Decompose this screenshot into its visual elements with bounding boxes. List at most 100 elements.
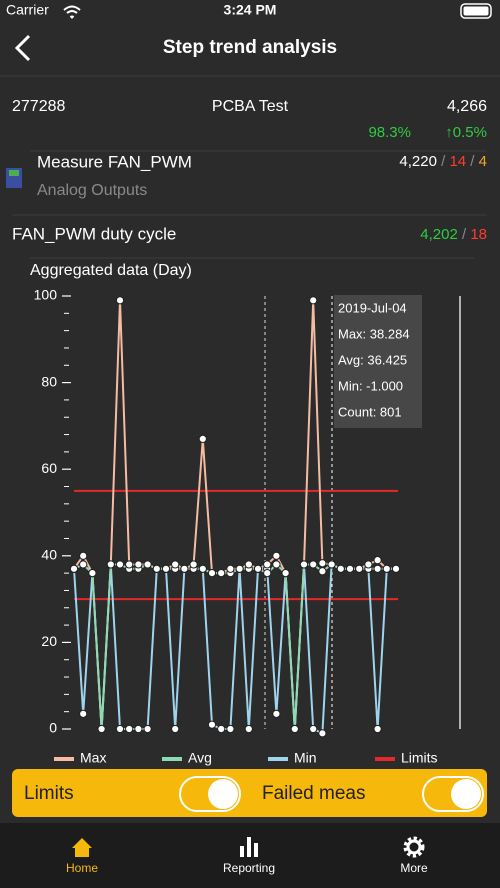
data-point xyxy=(180,564,189,573)
measure-failed: 14 xyxy=(449,153,466,170)
legend-label: Limits xyxy=(401,750,438,766)
tooltip-text: 2019-Jul-04 xyxy=(338,300,407,315)
data-point xyxy=(309,724,318,734)
measure-counts: 4,220 / 14 / 4 xyxy=(399,153,487,170)
data-point xyxy=(281,569,290,578)
data-point xyxy=(226,724,235,734)
chart-title: Aggregated data (Day) xyxy=(30,262,192,279)
legend-label: Max xyxy=(80,750,106,766)
back-button[interactable] xyxy=(14,34,31,62)
data-point xyxy=(327,560,336,569)
data-point xyxy=(217,724,226,734)
data-point xyxy=(125,560,134,569)
time: 3:24 PM xyxy=(224,2,277,18)
data-point xyxy=(373,556,382,565)
toggle-label: Failed meas xyxy=(262,783,366,804)
summary-count: 4,266 xyxy=(447,98,487,115)
carrier: Carrier xyxy=(6,2,49,18)
data-point xyxy=(244,560,253,569)
gear-icon xyxy=(403,836,425,858)
data-point xyxy=(106,560,115,569)
data-point xyxy=(272,551,281,560)
data-point xyxy=(115,296,125,305)
reporting-icon xyxy=(247,837,251,857)
summary-name: PCBA Test xyxy=(212,98,289,115)
home-icon xyxy=(72,838,92,857)
data-point xyxy=(318,567,327,576)
data-point xyxy=(336,564,345,573)
data-point xyxy=(355,564,364,573)
y-tick-label: 60 xyxy=(41,460,57,476)
data-point xyxy=(125,724,134,734)
data-point xyxy=(263,560,272,569)
toggle-knob xyxy=(451,779,481,809)
data-point xyxy=(115,560,125,569)
data-point xyxy=(309,296,318,305)
data-point xyxy=(318,729,327,738)
tab-label: Home xyxy=(66,861,98,875)
tooltip-text: Max: 38.284 xyxy=(338,326,410,341)
data-point xyxy=(373,724,382,734)
y-tick-label: 20 xyxy=(41,633,57,649)
legend-label: Min xyxy=(294,750,317,766)
data-point xyxy=(345,564,355,573)
measure-name: Measure FAN_PWM xyxy=(37,152,192,171)
data-point xyxy=(226,564,235,573)
plot: 0 20 40 60 80 100 2019-Jul-04 Max: 38.284 Avg: 3… xyxy=(34,287,461,766)
data-point xyxy=(97,724,106,734)
summary-id: 277288 xyxy=(12,98,65,115)
data-point xyxy=(189,560,198,569)
data-point xyxy=(134,724,143,734)
data-point xyxy=(235,564,244,573)
data-point xyxy=(207,569,217,578)
tooltip-text: Count: 801 xyxy=(338,404,402,419)
data-point xyxy=(272,560,281,569)
data-point xyxy=(364,560,373,569)
measure-group: Analog Outputs xyxy=(37,182,147,199)
tab-more[interactable]: More xyxy=(400,836,428,875)
tab-label: More xyxy=(400,861,428,875)
wifi-icon xyxy=(63,5,81,19)
y-tick-label: 40 xyxy=(41,547,57,563)
measure-icon-part xyxy=(9,170,19,176)
slash: / xyxy=(437,153,450,170)
y-tick-label: 80 xyxy=(41,373,57,389)
slash: / xyxy=(466,153,479,170)
data-point xyxy=(152,564,161,573)
data-point xyxy=(272,709,281,718)
y-tick-label: 0 xyxy=(49,720,57,736)
toggle-bar xyxy=(12,769,487,817)
tooltip-text: Avg: 36.425 xyxy=(338,352,407,367)
step-passed: 4,202 xyxy=(420,226,458,243)
data-point xyxy=(198,564,207,573)
data-point xyxy=(198,434,207,443)
data-point xyxy=(318,559,327,568)
gear-icon xyxy=(406,839,422,855)
data-point xyxy=(391,564,401,573)
reporting-icon xyxy=(240,846,244,857)
tab-home[interactable]: Home xyxy=(66,838,98,875)
data-point xyxy=(143,560,152,569)
summary-change: ↑0.5% xyxy=(445,124,487,141)
data-point xyxy=(143,724,152,734)
data-point xyxy=(79,551,88,560)
data-point xyxy=(79,560,88,569)
tab-label: Reporting xyxy=(223,861,275,875)
step-counts: 4,202 / 18 xyxy=(420,226,487,243)
data-point xyxy=(134,560,143,569)
data-point xyxy=(263,569,272,578)
data-point xyxy=(299,560,309,569)
data-point xyxy=(88,569,97,578)
data-point xyxy=(207,720,217,729)
data-point xyxy=(253,564,263,573)
toggle-label: Limits xyxy=(24,783,74,804)
tab-reporting[interactable]: Reporting xyxy=(223,837,275,875)
data-point xyxy=(115,724,125,734)
measure-total: 4,220 xyxy=(399,153,437,170)
tooltip xyxy=(334,295,422,428)
data-point xyxy=(244,724,253,734)
data-point xyxy=(217,569,226,578)
data-point xyxy=(290,724,299,734)
